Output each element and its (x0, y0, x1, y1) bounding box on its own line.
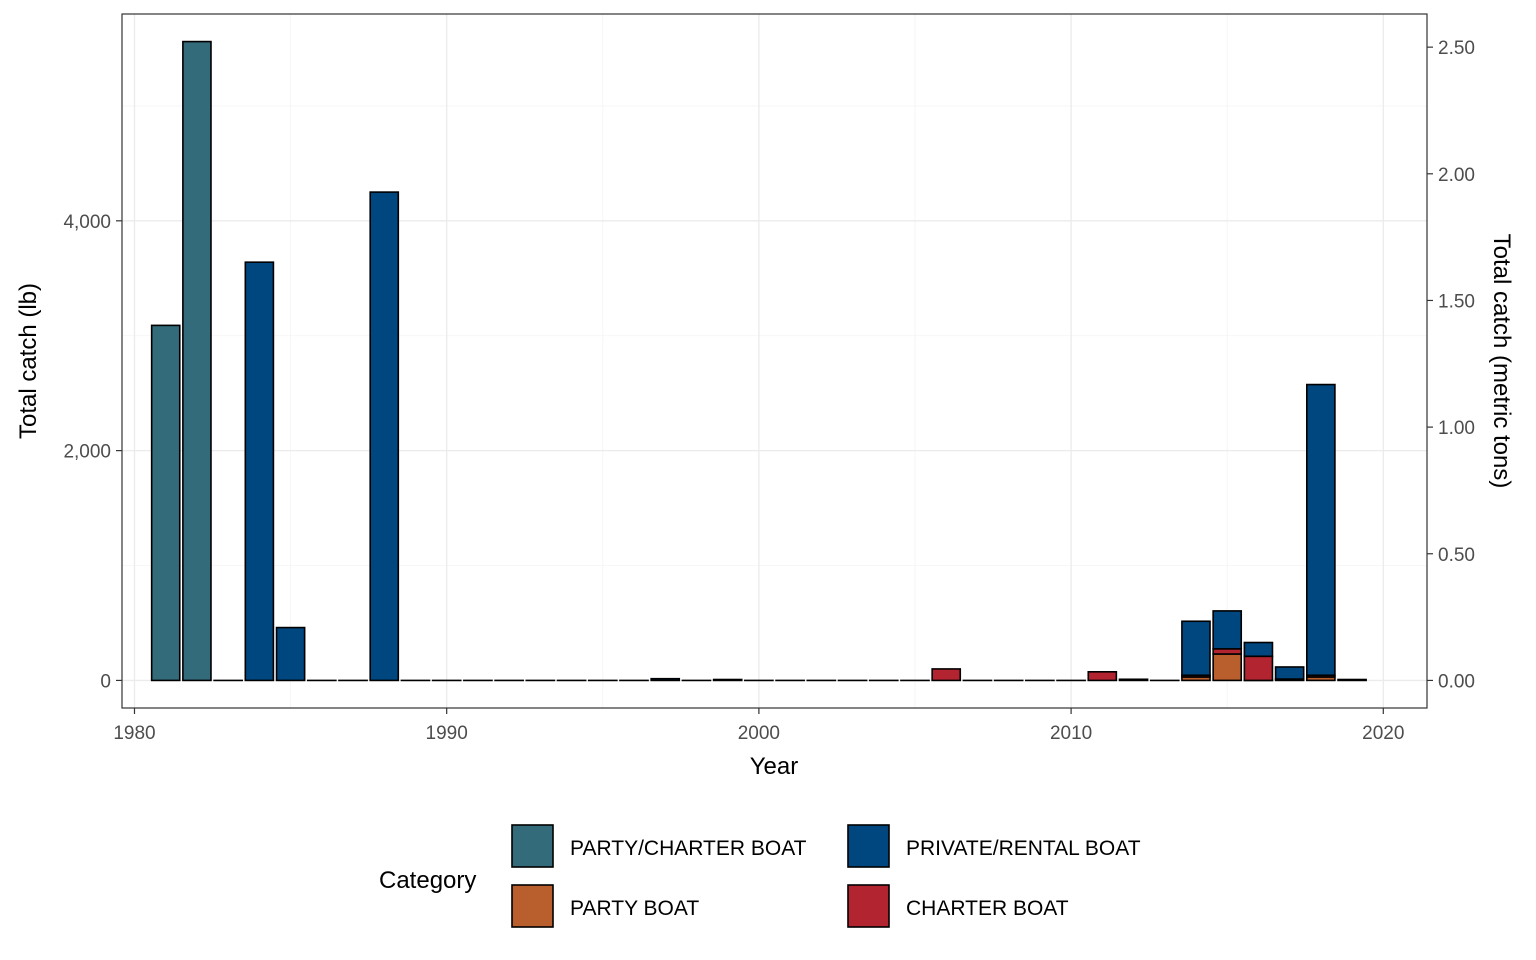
legend-label-charter-boat: CHARTER BOAT (906, 897, 1069, 920)
bar-private-rental-boat-2016 (1243, 641, 1274, 658)
bar-party-charter-boat-1981 (150, 324, 181, 682)
bar-charter-boat-2006 (931, 668, 962, 682)
legend-swatch-charter-boat (847, 884, 890, 928)
x-tick-label: 2000 (738, 723, 780, 744)
legend-swatch-party-charter-boat (511, 824, 554, 868)
bar-private-rental-boat-1988 (369, 191, 400, 682)
y-left-tick-label: 4,000 (63, 212, 111, 233)
bar-private-rental-boat-1999 (712, 678, 743, 682)
legend-swatch-party-boat (511, 884, 554, 928)
y-right-tick-label: 1.50 (1438, 291, 1475, 312)
bar-charter-boat-2016 (1243, 655, 1274, 682)
legend-title: Category (379, 867, 476, 894)
x-tick-label: 2010 (1050, 723, 1092, 744)
legend: Category PARTY/CHARTER BOAT PARTY BOAT PRI… (379, 824, 1141, 928)
bar-private-rental-boat-2017 (1274, 666, 1305, 680)
y-right-tick-label: 0.50 (1438, 545, 1475, 566)
axes: 1980 1990 2000 2010 2020 0 2,000 4,000 0.00 0.50 1… (63, 38, 1475, 744)
bar-charter-boat-2011 (1087, 671, 1118, 682)
y-right-tick-label: 0.00 (1438, 671, 1475, 692)
bar-private-rental-boat-2012 (1118, 678, 1149, 682)
y-right-tick-label: 2.00 (1438, 165, 1475, 186)
y-axis-left-title: Total catch (lb) (15, 283, 42, 439)
bar-private-rental-boat-2019 (1337, 678, 1367, 682)
bar-private-rental-boat-1997 (650, 677, 681, 682)
bar-private-rental-boat-2014 (1181, 620, 1211, 677)
legend-label-party-charter-boat: PARTY/CHARTER BOAT (570, 837, 807, 860)
y-left-tick-label: 0 (100, 671, 111, 692)
bar-private-rental-boat-2018 (1306, 383, 1336, 677)
y-right-tick-label: 1.00 (1438, 418, 1475, 439)
bars (150, 40, 1367, 682)
bar-party-boat-2015 (1212, 653, 1243, 682)
bar-private-rental-boat-1984 (244, 261, 275, 682)
y-right-tick-label: 2.50 (1438, 38, 1475, 59)
y-left-tick-label: 2,000 (63, 442, 111, 463)
x-tick-label: 1990 (426, 723, 468, 744)
legend-label-private-rental-boat: PRIVATE/RENTAL BOAT (906, 837, 1141, 860)
legend-label-party-boat: PARTY BOAT (570, 897, 699, 920)
x-tick-label: 2020 (1362, 723, 1404, 744)
legend-swatch-private-rental-boat (847, 824, 890, 868)
bar-private-rental-boat-1985 (275, 626, 306, 682)
bar-party-charter-boat-1982 (182, 40, 212, 682)
y-axis-right-title: Total catch (metric tons) (1488, 234, 1515, 489)
x-axis-title: Year (750, 753, 799, 780)
plot-panel-border (121, 13, 1428, 709)
bar-private-rental-boat-2015 (1212, 610, 1243, 650)
x-tick-label: 1980 (113, 723, 155, 744)
